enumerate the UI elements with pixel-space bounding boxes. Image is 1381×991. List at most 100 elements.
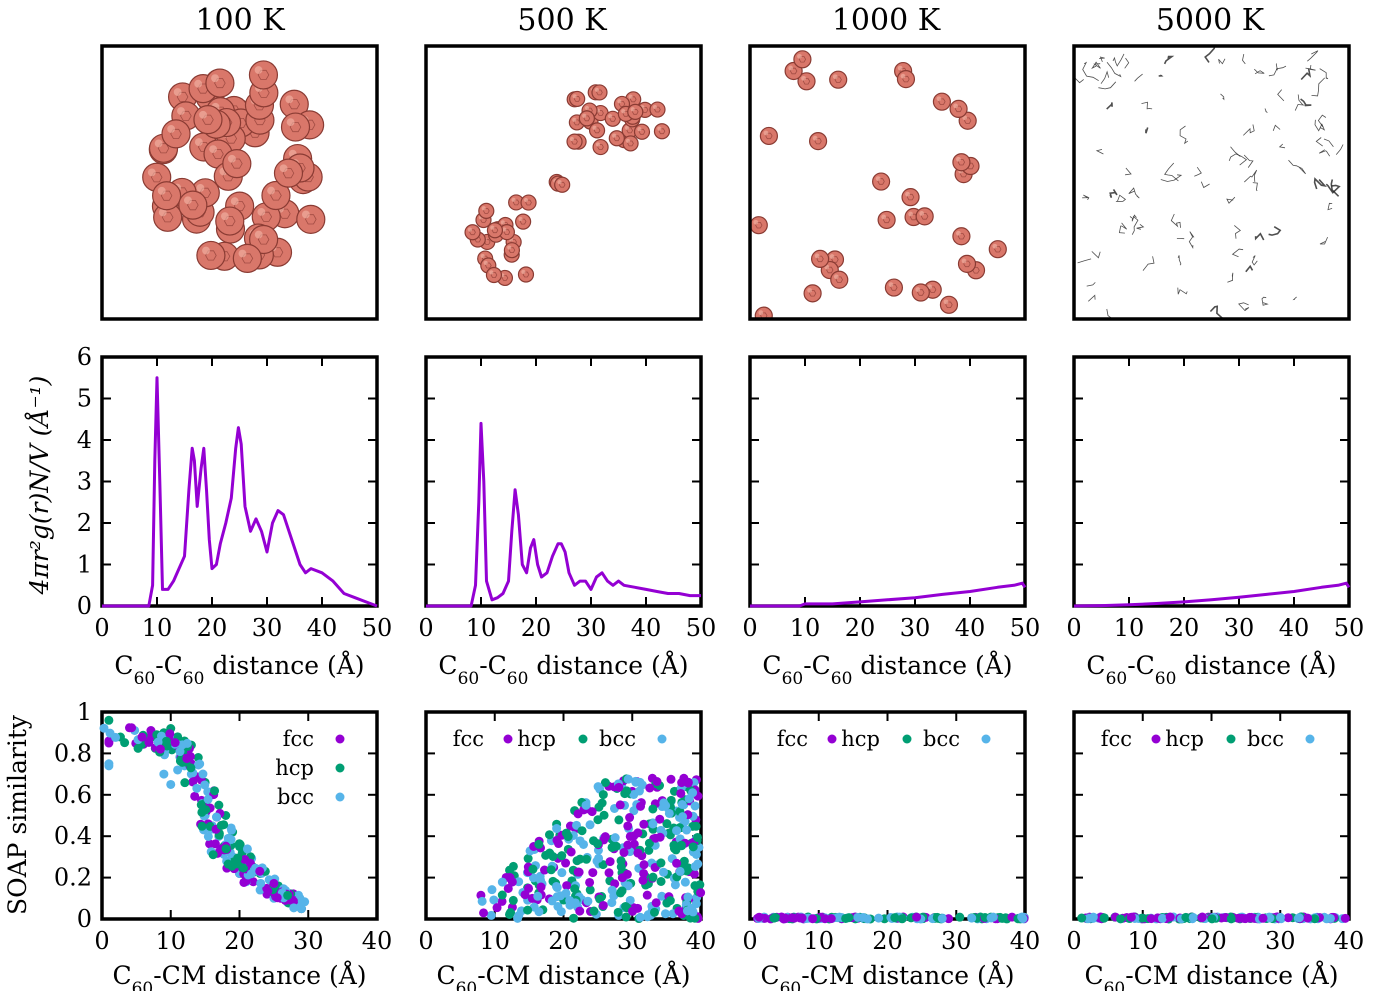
c60-molecule	[178, 190, 208, 220]
x-tick-label: 40	[686, 927, 717, 955]
bcc-point	[660, 909, 670, 919]
x-tick-label: 50	[1334, 614, 1365, 642]
legend-label-hcp: hcp	[841, 727, 880, 751]
bcc-point	[477, 896, 487, 906]
y-tick-label: 0.8	[54, 739, 92, 767]
bcc-point	[658, 867, 668, 877]
bcc-point	[489, 895, 499, 905]
c60-molecule	[517, 266, 535, 283]
carbon-chain-fragment	[1323, 138, 1334, 147]
fcc-point	[497, 896, 507, 906]
bcc-point	[572, 820, 582, 830]
carbon-chain-fragment	[1136, 223, 1145, 230]
bcc-point	[173, 765, 183, 775]
bcc-point	[690, 861, 700, 871]
carbon-chain-fragment	[1131, 216, 1139, 235]
fcc-point	[575, 906, 585, 916]
carbon-chain-fragment	[1204, 46, 1216, 63]
hcp-point	[581, 854, 591, 864]
hcp-point	[505, 909, 515, 919]
bcc-point	[635, 912, 645, 922]
bcc-point	[1157, 913, 1167, 923]
hcp-point	[695, 880, 705, 890]
soap-points	[752, 912, 1029, 924]
x-tick-label: 10	[803, 927, 834, 955]
bcc-point	[198, 769, 208, 779]
carbon-chain-fragment	[1095, 149, 1104, 155]
x-tick-label: 0	[742, 614, 757, 642]
carbon-chain-fragment	[1226, 196, 1236, 204]
fcc-point	[633, 848, 643, 858]
carbon-chain-fragment	[1243, 154, 1254, 168]
carbon-chain-fragment	[1124, 57, 1130, 69]
soap-legend: fcc hcp bcc	[1101, 727, 1315, 751]
bcc-point	[988, 912, 998, 922]
c60-molecule	[248, 60, 279, 90]
x-tick-label: 0	[94, 614, 109, 642]
soap-plot-500k: 0 10 20 30 40 fcc hcp bcc C60-CM distance (Å)	[418, 710, 717, 991]
fcc-point	[553, 839, 563, 849]
x-tick-label: 0	[418, 614, 433, 642]
c60-molecule	[988, 240, 1007, 259]
fcc-point	[540, 865, 550, 875]
legend-label-bcc: bcc	[277, 785, 314, 809]
x-tick-label: 10	[790, 614, 821, 642]
bcc-point	[585, 820, 595, 830]
fcc-point	[604, 868, 614, 878]
carbon-chain-fragment	[1098, 81, 1117, 90]
rdf-series-line	[1073, 581, 1351, 608]
hcp-point	[1181, 912, 1191, 922]
hcp-point	[666, 795, 676, 805]
fcc-point	[615, 800, 625, 810]
bcc-point	[497, 877, 507, 887]
c60-molecule	[152, 181, 182, 211]
carbon-chain-fragment	[1088, 294, 1096, 302]
fcc-point	[1197, 913, 1207, 923]
carbon-chain-fragment	[1209, 305, 1225, 319]
fcc-point	[797, 913, 807, 923]
title-5000k: 5000 K	[1156, 3, 1265, 38]
fcc-point	[639, 860, 649, 870]
c60-molecule	[591, 84, 608, 101]
c60-molecule	[872, 172, 891, 191]
hcp-point	[186, 763, 196, 773]
c60-molecule	[193, 105, 223, 135]
hcp-point	[223, 859, 233, 869]
bcc-point	[607, 885, 617, 895]
bcc-point	[688, 788, 698, 798]
hcp-point	[621, 912, 631, 922]
hcp-point	[219, 820, 229, 830]
fcc-point	[622, 869, 632, 879]
y-tick-label: 3	[77, 468, 92, 496]
soap-y-axis-label: SOAP similarity	[3, 714, 32, 915]
fcc-point	[645, 783, 655, 793]
fcc-point	[1245, 912, 1255, 922]
carbon-chain-fragment	[1300, 98, 1312, 107]
hcp-point	[662, 819, 672, 829]
bcc-point	[203, 831, 213, 841]
legend-marker-hcp	[578, 734, 588, 744]
x-tick-label: 40	[1010, 927, 1041, 955]
hcp-point	[197, 821, 207, 831]
hcp-point	[1099, 913, 1109, 923]
c60-molecule	[464, 224, 481, 241]
carbon-chain-fragment	[1268, 226, 1282, 236]
x-tick-label: 30	[1224, 614, 1255, 642]
c60-molecule	[604, 110, 621, 127]
c60-molecule	[554, 176, 571, 193]
c60-molecule	[901, 188, 920, 207]
c60-molecule	[877, 210, 896, 230]
bcc-point	[583, 896, 593, 906]
fcc-point	[619, 848, 629, 858]
x-tick-label: 30	[1265, 927, 1296, 955]
bcc-point	[1294, 913, 1304, 923]
bcc-point	[182, 738, 192, 748]
hcp-point	[1116, 914, 1126, 924]
fcc-point	[636, 801, 646, 811]
hcp-point	[613, 907, 623, 917]
bcc-point	[967, 913, 977, 923]
bcc-point	[690, 801, 700, 811]
x-tick-label: 30	[617, 927, 648, 955]
bcc-point	[1083, 914, 1093, 924]
